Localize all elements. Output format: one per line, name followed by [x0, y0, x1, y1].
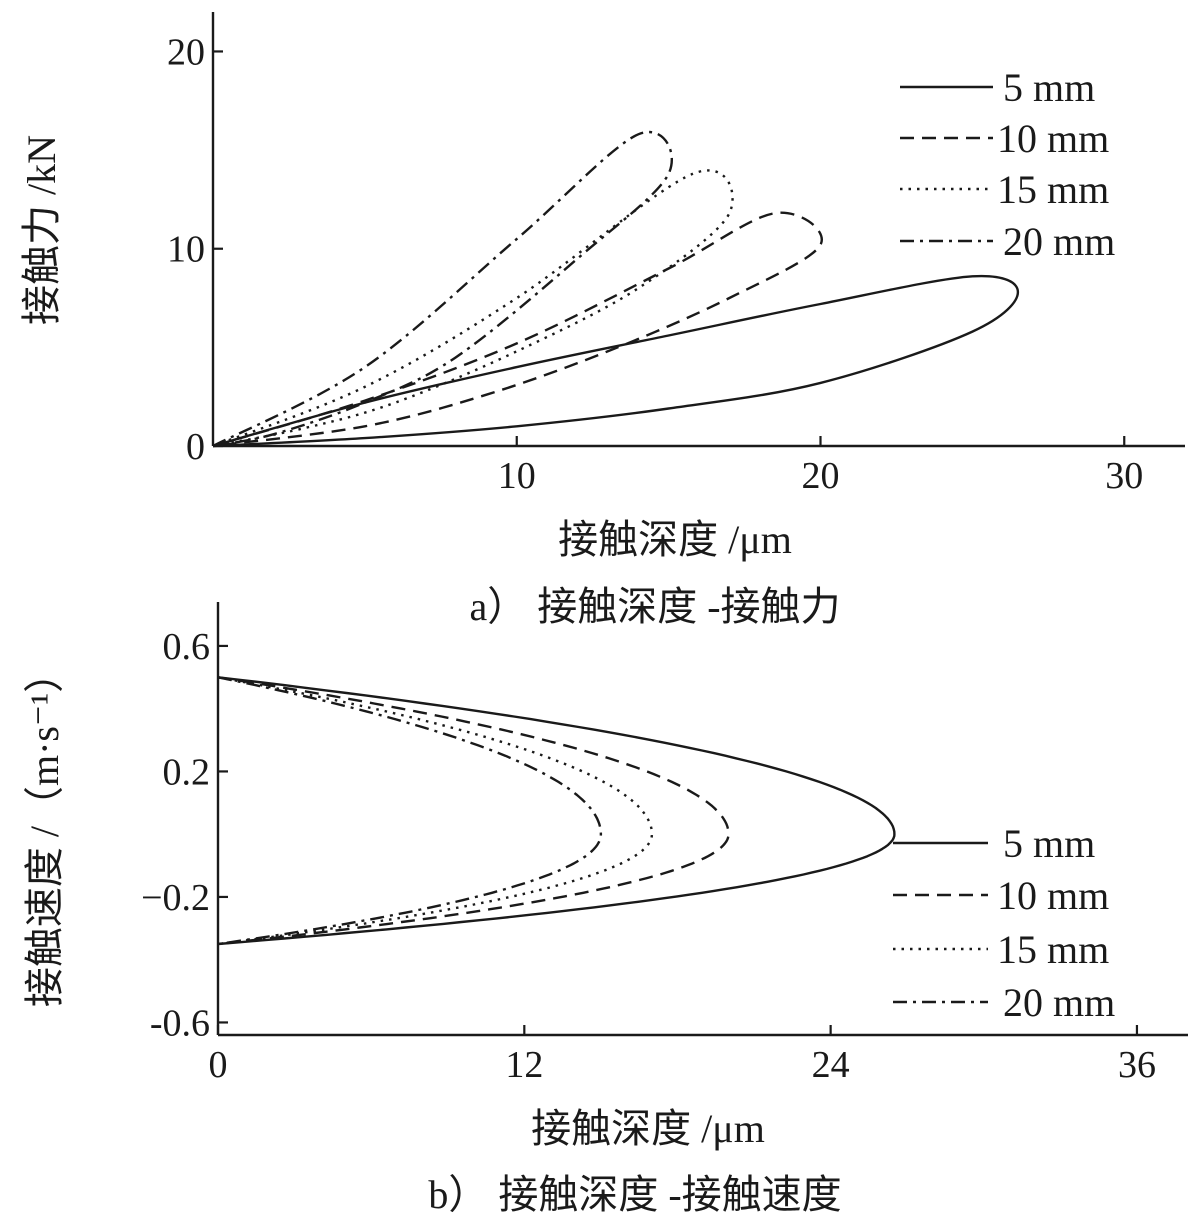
x-tick-label: 24: [812, 1044, 850, 1086]
legend-label-10mm: 10 mm: [997, 116, 1109, 161]
x-tick-label: 36: [1118, 1044, 1156, 1086]
y-tick-label: -0.6: [150, 1002, 210, 1044]
x-tick-label: 10: [498, 455, 536, 497]
series-line-5mm: [217, 676, 896, 946]
x-tick-label: 0: [209, 1044, 228, 1086]
series-line-20mm: [217, 676, 603, 946]
panel-b-curves: [217, 676, 896, 946]
y-tick-label: 0.2: [163, 751, 211, 793]
x-tick-label: 30: [1105, 455, 1143, 497]
panel-a-ticks: 0 10 20 10 20 30: [167, 31, 1143, 497]
y-tick-label: 10: [167, 229, 205, 271]
legend-label-20mm: 20 mm: [1003, 219, 1115, 264]
panel-a-force-depth: 0 10 20 10 20 30 接触力 /kN 接触深度 /μm a） 接触深度 -接触…: [19, 12, 1185, 629]
panel-b-x-axis-label: 接触深度 /μm: [531, 1106, 765, 1151]
series-line-15mm: [217, 676, 654, 946]
x-tick-label: 20: [802, 455, 840, 497]
legend-label-20mm: 20 mm: [1003, 980, 1115, 1025]
legend-label-10mm: 10 mm: [997, 873, 1109, 918]
panel-a-curves: [212, 131, 1020, 448]
series-line-10mm: [212, 211, 823, 448]
panel-a-x-axis-label: 接触深度 /μm: [558, 517, 792, 562]
x-tick-label: 12: [505, 1044, 543, 1086]
y-tick-label: 0.6: [163, 626, 211, 668]
panel-a-caption: a） 接触深度 -接触力: [469, 584, 840, 629]
panel-b-ticks: 0.6 0.2 −0.2 -0.60 12 24 36: [141, 626, 1156, 1086]
panel-b-caption: b） 接触深度 -接触速度: [428, 1172, 841, 1217]
panel-b-y-axis-label: 接触速度 /（m·s⁻¹）: [22, 653, 67, 1007]
series-line-5mm: [212, 274, 1020, 448]
series-line-10mm: [217, 676, 730, 946]
series-line-15mm: [212, 169, 734, 448]
panel-a-legend: 5 mm 10 mm 15 mm 20 mm: [900, 65, 1115, 264]
panel-b-legend: 5 mm 10 mm 15 mm 20 mm: [893, 821, 1115, 1025]
panel-a-y-axis-label: 接触力 /kN: [19, 135, 64, 325]
y-tick-label: 0: [186, 426, 205, 468]
panel-b-velocity-depth: 0.6 0.2 −0.2 -0.60 12 24 36 接触速度 /（m·s⁻¹） 接触深度…: [22, 602, 1188, 1217]
legend-label-15mm: 15 mm: [997, 927, 1109, 972]
series-line-20mm: [212, 131, 673, 448]
legend-label-5mm: 5 mm: [1003, 65, 1095, 110]
legend-label-15mm: 15 mm: [997, 167, 1109, 212]
legend-label-5mm: 5 mm: [1003, 821, 1095, 866]
y-tick-label: 20: [167, 31, 205, 73]
y-tick-label: −0.2: [141, 877, 210, 919]
